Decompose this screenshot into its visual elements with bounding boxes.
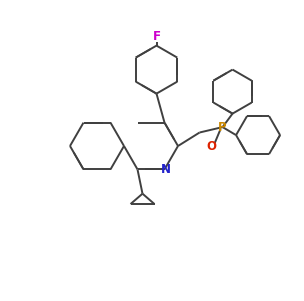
Text: P: P: [218, 121, 227, 134]
Text: F: F: [153, 30, 161, 43]
Text: N: N: [161, 163, 171, 176]
Text: O: O: [207, 139, 217, 153]
